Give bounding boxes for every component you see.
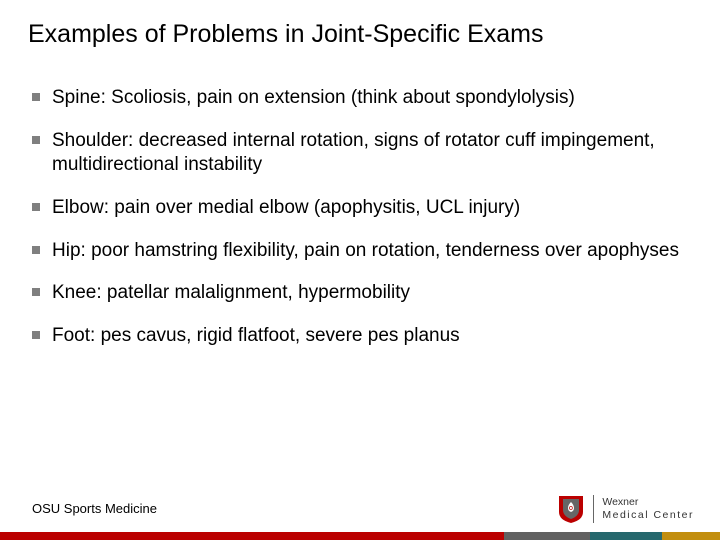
bullet-text: Shoulder: decreased internal rotation, s…: [52, 129, 684, 178]
logo-line2: Medical Center: [602, 509, 694, 522]
bar-segment-gold: [662, 532, 720, 540]
bottom-color-bar: [0, 532, 720, 540]
bullet-text: Foot: pes cavus, rigid flatfoot, severe …: [52, 324, 460, 349]
list-item: Spine: Scoliosis, pain on extension (thi…: [32, 86, 684, 111]
bullet-marker-icon: [32, 93, 40, 101]
bar-segment-teal: [590, 532, 662, 540]
slide: Examples of Problems in Joint-Specific E…: [0, 0, 720, 540]
list-item: Elbow: pain over medial elbow (apophysit…: [32, 196, 684, 221]
bullet-marker-icon: [32, 203, 40, 211]
bullet-text: Spine: Scoliosis, pain on extension (thi…: [52, 86, 575, 111]
bullet-text: Knee: patellar malalignment, hypermobili…: [52, 281, 410, 306]
bullet-marker-icon: [32, 288, 40, 296]
logo-line1: Wexner: [602, 496, 694, 509]
logo-text: Wexner Medical Center: [602, 496, 694, 521]
slide-title: Examples of Problems in Joint-Specific E…: [28, 20, 692, 49]
bullet-list: Spine: Scoliosis, pain on extension (thi…: [32, 86, 684, 367]
list-item: Foot: pes cavus, rigid flatfoot, severe …: [32, 324, 684, 349]
logo-divider: [593, 495, 594, 523]
list-item: Hip: poor hamstring flexibility, pain on…: [32, 239, 684, 264]
bar-segment-red: [0, 532, 504, 540]
list-item: Shoulder: decreased internal rotation, s…: [32, 129, 684, 178]
footer-logo: O Wexner Medical Center: [557, 494, 694, 524]
bullet-marker-icon: [32, 136, 40, 144]
bullet-marker-icon: [32, 331, 40, 339]
bar-segment-grey: [504, 532, 590, 540]
bullet-text: Elbow: pain over medial elbow (apophysit…: [52, 196, 520, 221]
shield-icon: O: [557, 494, 585, 524]
svg-text:O: O: [569, 506, 573, 512]
list-item: Knee: patellar malalignment, hypermobili…: [32, 281, 684, 306]
footer-text: OSU Sports Medicine: [32, 501, 157, 516]
bullet-marker-icon: [32, 246, 40, 254]
bullet-text: Hip: poor hamstring flexibility, pain on…: [52, 239, 679, 264]
